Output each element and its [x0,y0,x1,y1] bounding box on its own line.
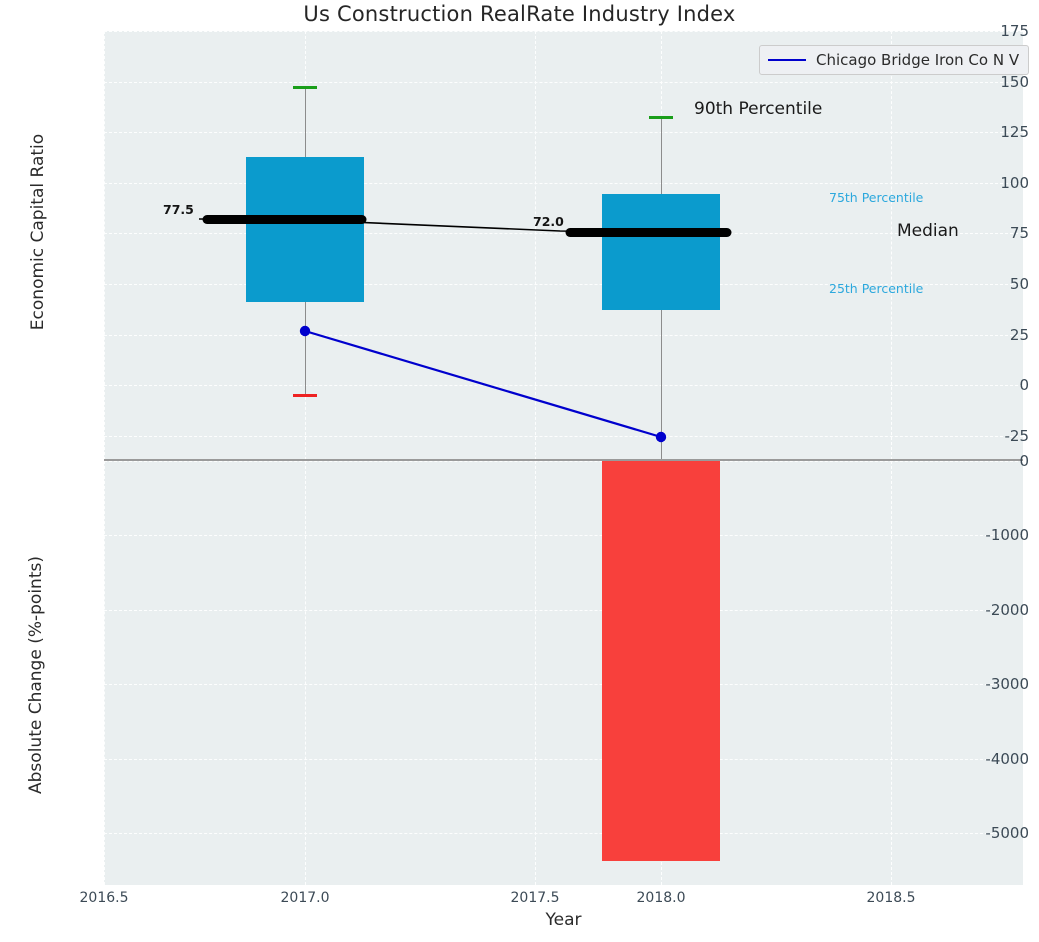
ytick-top: 25 [1009,325,1029,344]
median-value-label-2018: 72.0 [533,214,564,229]
xtick: 2017.0 [280,890,330,906]
annotation-25th-percentile: 25th Percentile [829,281,924,296]
ytick-bottom: -2000 [985,600,1029,619]
p10-cap-2017 [293,393,317,397]
ytick-top: 125 [1000,123,1029,142]
gridline-vertical [535,31,537,460]
p90-cap-2017 [293,85,317,89]
ytick-bottom: -3000 [985,675,1029,694]
box-2018 [602,194,720,311]
gridline-horizontal [104,385,1023,387]
y-axis-label-top: Economic Capital Ratio [28,133,48,331]
gridline-horizontal [104,284,1023,286]
gridline-vertical [104,31,106,460]
p90-cap-2018 [649,116,673,120]
ytick-top: 75 [1009,224,1029,243]
gridline-horizontal [104,535,1023,537]
gridline-horizontal [104,334,1023,337]
xtick: 2018.5 [866,890,916,906]
gridline-horizontal [104,461,1023,463]
xtick: 2018.0 [636,890,686,906]
ytick-top: 150 [1000,72,1029,91]
gridline-horizontal [104,233,1023,235]
ytick-top: -25 [1004,426,1030,445]
ytick-bottom: -1000 [985,526,1029,545]
top-plot-panel [104,31,1023,460]
change-bar-2018 [602,461,720,861]
annotation-median: Median [897,221,959,241]
gridline-vertical [535,461,537,885]
annotation-75th-percentile: 75th Percentile [829,190,924,205]
gridline-horizontal [104,758,1023,761]
ytick-top: 100 [1000,173,1029,192]
axis-break-divider [104,459,1023,461]
legend-line-icon [768,59,806,61]
gridline-vertical [891,31,893,460]
ytick-top: 175 [1000,22,1029,40]
legend-entry-label: Chicago Bridge Iron Co N V [816,51,1020,69]
gridline-horizontal [104,832,1023,835]
gridline-vertical [104,461,106,885]
gridline-horizontal [104,81,1023,84]
xtick: 2016.5 [79,890,129,906]
ytick-bottom: -5000 [985,823,1029,842]
annotation-90th-percentile: 90th Percentile [694,99,823,119]
bottom-plot-panel [104,461,1023,885]
box-2017 [246,156,364,303]
legend[interactable]: Chicago Bridge Iron Co N V [759,45,1030,75]
gridline-vertical [305,461,307,885]
gridline-horizontal [104,182,1023,185]
gridline-horizontal [104,435,1023,438]
page-title: Us Construction RealRate Industry Index [303,2,736,26]
gridline-horizontal [104,31,1023,33]
gridline-horizontal [104,132,1023,134]
ytick-top: 50 [1009,275,1029,293]
y-axis-label-bottom: Absolute Change (%-points) [26,556,46,794]
ytick-top: 0 [1019,376,1029,395]
ytick-bottom: -4000 [985,749,1029,768]
gridline-vertical [891,461,893,885]
ytick-bottom: 0 [1019,452,1029,470]
gridline-horizontal [104,609,1023,612]
median-value-label-2017: 77.5 [163,202,194,217]
xtick: 2017.5 [510,890,560,906]
gridline-horizontal [104,684,1023,686]
x-axis-label: Year [545,910,582,930]
